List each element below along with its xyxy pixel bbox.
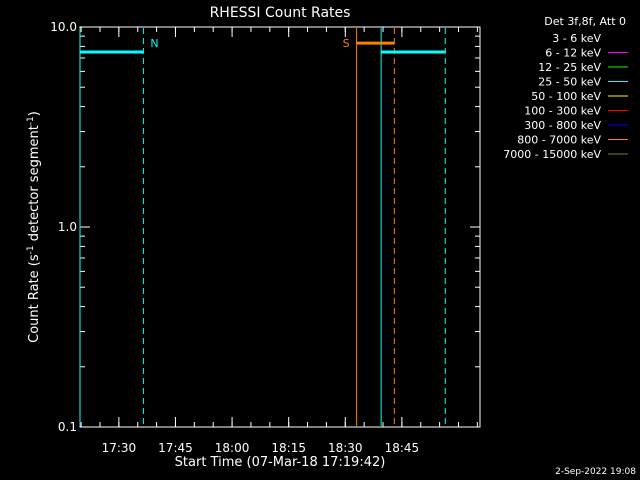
x-tick-label: 18:45 (385, 441, 420, 455)
x-axis-label: Start Time (07-Mar-18 17:19:42) (175, 455, 386, 470)
x-tick-label: 17:45 (158, 441, 193, 455)
legend-entry-label: 6 - 12 keV (545, 47, 601, 60)
series-group (80, 41, 446, 54)
legend-entry-label: 3 - 6 keV (552, 32, 601, 45)
plot-area: 10.0 1.0 0.1 17:30 17:45 18:00 18:15 18:30 18:4… (50, 20, 481, 455)
legend-entry-label: 7000 - 15000 keV (503, 148, 601, 161)
x-tick-label: 18:30 (328, 441, 363, 455)
y-axis-label-suffix: ) (27, 111, 42, 116)
y-axis-label-sup2: -1 (26, 116, 36, 125)
x-axis-ticks: 17:30 17:45 18:00 18:15 18:30 18:45 (80, 27, 478, 455)
y-tick-label: 10.0 (50, 20, 77, 34)
y-axis-label-prefix: Count Rate (s (27, 254, 42, 343)
y-axis-label: Count Rate (s-1 detector segment-1) (26, 111, 42, 343)
footer-date: 2-Sep-2022 19:08 (555, 467, 636, 477)
legend-entry-label: 100 - 300 keV (524, 105, 601, 118)
chart-title: RHESSI Count Rates (210, 5, 351, 21)
legend-entry-label: 12 - 25 keV (538, 61, 601, 74)
y-axis-label-sup1: -1 (26, 245, 36, 254)
x-tick-label: 18:00 (215, 441, 250, 455)
y-axis-ticks: 10.0 1.0 0.1 (50, 20, 480, 434)
legend-entry-label: 800 - 7000 keV (517, 134, 601, 147)
y-axis-label-middle: detector segment (27, 125, 42, 245)
legend-entry-label: 25 - 50 keV (538, 76, 601, 89)
vertical-marker-label: S (343, 37, 350, 50)
x-tick-label: 17:30 (102, 441, 137, 455)
x-tick-label: 18:15 (271, 441, 306, 455)
vertical-marker-label: N (150, 37, 158, 50)
legend-entry-label: 50 - 100 keV (531, 90, 601, 103)
y-tick-label: 0.1 (58, 420, 77, 434)
y-tick-label: 1.0 (58, 220, 77, 234)
legend-title: Det 3f,8f, Att 0 (544, 15, 626, 28)
legend-entry-label: 300 - 800 keV (524, 119, 601, 132)
